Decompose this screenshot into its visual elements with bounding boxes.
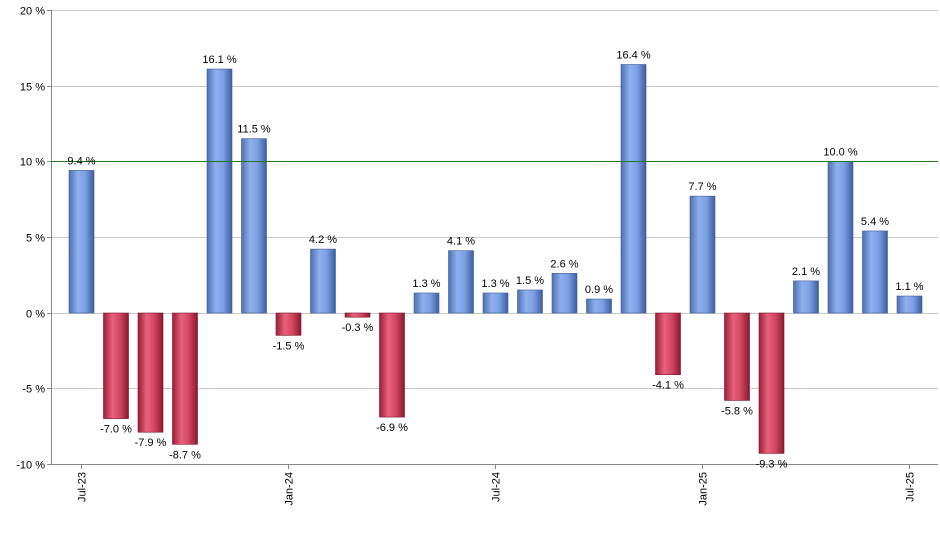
bar — [275, 312, 302, 336]
bar — [482, 292, 509, 314]
x-tick-label: Jul-24 — [491, 472, 503, 502]
data-label: 10.0 % — [823, 146, 857, 158]
y-tick-labels: 20 % 15 % 10 % 5 % 0 % -5 % -10 % — [16, 6, 45, 472]
bar — [517, 289, 543, 314]
y-tick-label: 15 % — [20, 82, 45, 94]
data-label: -4.1 % — [652, 380, 684, 392]
bar — [241, 138, 267, 314]
data-label: -7.0 % — [100, 424, 132, 436]
bar — [655, 312, 681, 376]
bar — [896, 295, 923, 314]
bar — [206, 68, 233, 314]
axes — [47, 10, 938, 469]
bar — [379, 312, 405, 418]
data-label: -0.3 % — [342, 322, 374, 334]
bar — [758, 312, 785, 454]
bar — [344, 312, 371, 318]
data-label: -1.5 % — [273, 340, 305, 352]
y-tick-label: -10 % — [16, 460, 45, 472]
data-label: 2.1 % — [792, 266, 820, 278]
data-label: 0.9 % — [585, 284, 613, 296]
bar — [689, 195, 716, 314]
x-tick-label: Jul-23 — [77, 472, 89, 502]
y-tick-label: 10 % — [20, 157, 45, 169]
data-label: 4.2 % — [309, 234, 337, 246]
bar — [413, 292, 440, 314]
bar — [137, 312, 164, 433]
bar — [103, 312, 129, 419]
y-tick-label: 5 % — [26, 233, 45, 245]
x-tick-label: Jan-25 — [698, 472, 710, 506]
data-label: 1.3 % — [481, 278, 509, 290]
bar — [827, 161, 854, 314]
data-label: -8.7 % — [169, 449, 201, 461]
data-label: 1.5 % — [516, 275, 544, 287]
x-tick-label: Jul-25 — [905, 472, 917, 502]
data-label: 1.1 % — [895, 281, 923, 293]
data-label: 16.4 % — [616, 49, 650, 61]
bar — [310, 248, 336, 314]
bar — [448, 250, 474, 314]
bar — [172, 312, 198, 445]
data-label: 11.5 % — [237, 124, 271, 136]
data-label: -5.8 % — [721, 405, 753, 417]
data-label: 9.4 % — [67, 155, 95, 167]
data-label: -7.9 % — [135, 437, 167, 449]
data-label: 1.3 % — [412, 278, 440, 290]
y-tick-label: 20 % — [20, 6, 45, 18]
data-labels: 9.4 % -7.0 %-7.9 %-8.7 % 16.1 % 11.5 % -1.5 … — [67, 49, 923, 470]
data-label: 5.4 % — [861, 216, 889, 228]
bar — [724, 312, 750, 401]
data-label: 16.1 % — [202, 54, 236, 66]
y-tick-label: 0 % — [26, 309, 45, 321]
bar — [620, 64, 647, 314]
data-label: -6.9 % — [376, 422, 408, 434]
bar — [68, 170, 95, 314]
data-label: 7.7 % — [688, 181, 716, 193]
data-label: 4.1 % — [447, 236, 475, 248]
bars — [68, 64, 923, 454]
x-tick-label: Jan-24 — [284, 472, 296, 506]
bar — [862, 230, 888, 314]
bar — [551, 273, 578, 314]
x-tick-labels: Jul-23 Jan-24 Jul-24 Jan-25 Jul-25 — [77, 472, 917, 506]
bar — [586, 298, 612, 314]
bar — [793, 280, 819, 314]
data-label: -9.3 % — [756, 458, 788, 470]
y-tick-label: -5 % — [22, 384, 45, 396]
data-label: 2.6 % — [550, 258, 578, 270]
